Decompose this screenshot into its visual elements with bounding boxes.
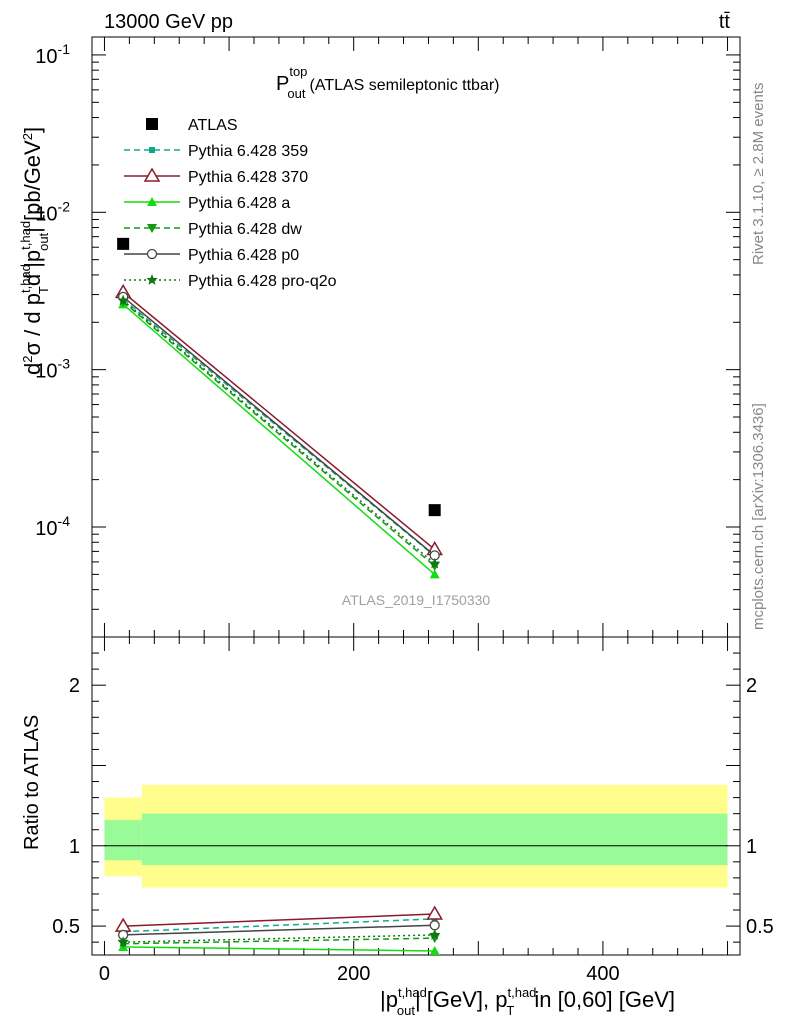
legend-entry-1: Pythia 6.428 359 (124, 143, 308, 160)
main-point-6-1 (429, 557, 441, 569)
chart-title: Ptop out (ATLAS semileptonic ttbar) (276, 64, 500, 101)
ratio-point-5-0 (117, 936, 129, 947)
mcplots-note: mcplots.cern.ch [arXiv:1306.3436] (750, 403, 767, 630)
main-point-6-0 (117, 294, 129, 306)
legend-label-3: Pythia 6.428 a (188, 195, 290, 212)
ratio-ytick-label-left-0: 0.5 (52, 916, 80, 938)
legend-marker-5 (146, 248, 158, 260)
main-series-line-4 (122, 301, 436, 567)
main-series-line-1 (122, 298, 436, 557)
ratio-series-0 (120, 915, 438, 935)
ratio-ytick-label-right-0: 0.5 (746, 916, 774, 938)
main-series-line-3 (122, 303, 436, 575)
ratio-ytick-label-left-1: 1 (69, 836, 80, 858)
xtick-label-2: 400 (586, 963, 619, 985)
header-left: 13000 GeV pp (104, 11, 233, 33)
legend-label-2: Pythia 6.428 370 (188, 169, 308, 186)
main-series-0 (117, 237, 441, 517)
ratio-series-5 (117, 928, 441, 947)
legend-entry-2: Pythia 6.428 370 (124, 167, 308, 186)
text-layer: 13000 GeV pp tt̄ Rivet 3.1.10, ≥ 2.8M ev… (18, 11, 774, 1018)
ratio-point-1-0 (114, 917, 132, 932)
legend-label-6: Pythia 6.428 pro-q2o (188, 273, 337, 290)
band-green-1 (141, 813, 728, 866)
ratio-series-3 (118, 934, 440, 949)
legend-entry-3: Pythia 6.428 a (124, 195, 290, 212)
main-series-line-2 (122, 291, 436, 551)
main-series-line-5 (122, 296, 436, 556)
xtick-label-0: 0 (99, 963, 110, 985)
ratio-series-line-1 (123, 913, 435, 927)
legend-marker-3 (147, 197, 157, 206)
ratio-ytick-label-right-2: 2 (746, 675, 757, 697)
main-series-3 (118, 299, 440, 579)
main-series-5 (118, 291, 440, 561)
ratio-series-line-2 (123, 946, 435, 952)
ratio-y-label: Ratio to ATLAS (21, 715, 43, 850)
analysis-watermark: ATLAS_2019_I1750330 (342, 592, 491, 608)
ratio-point-2-1 (429, 945, 440, 955)
ratio-series-line-0 (123, 918, 435, 933)
ratio-series-line-5 (123, 934, 435, 943)
uncertainty-bands (104, 784, 728, 888)
header-right: tt̄ (719, 11, 731, 33)
main-ytick-label-3: 10-1 (35, 41, 70, 68)
legend-entry-0: ATLAS (146, 117, 238, 134)
legend-label-0: ATLAS (188, 117, 238, 134)
series-layer (114, 237, 443, 955)
plot-frames (91, 36, 741, 956)
main-series-1 (120, 296, 438, 559)
main-series-4 (118, 297, 440, 572)
rivet-note: Rivet 3.1.10, ≥ 2.8M events (750, 83, 767, 266)
legend: ATLAS Pythia 6.428 359 Pythia 6.428 370 Pyt… (124, 117, 337, 290)
xtick-label-1: 200 (337, 963, 370, 985)
main-y-label: d2σ / d pt,had Td |pt,had out| [pb/GeV2] (18, 127, 51, 375)
legend-label-4: Pythia 6.428 dw (188, 221, 302, 238)
main-series-line-6 (122, 299, 436, 565)
main-series-6 (117, 294, 441, 569)
ratio-point-5-1 (429, 928, 441, 940)
ratio-frame (91, 636, 741, 956)
main-ytick-label-1: 10-3 (35, 356, 70, 383)
legend-label-5: Pythia 6.428 p0 (188, 247, 299, 264)
legend-entry-4: Pythia 6.428 dw (124, 221, 302, 238)
ratio-ytick-label-left-2: 2 (69, 675, 80, 697)
main-series-2 (114, 283, 443, 556)
main-point-3-1 (429, 569, 440, 579)
main-ytick-label-0: 10-4 (35, 513, 70, 540)
ratio-ytick-label-right-1: 1 (746, 836, 757, 858)
ratio-series-line-3 (123, 937, 435, 945)
legend-marker-1 (149, 147, 155, 153)
ratio-series-line-4 (123, 924, 435, 936)
ratio-point-4-1 (429, 920, 440, 931)
legend-label-1: Pythia 6.428 359 (188, 143, 308, 160)
legend-entry-6: Pythia 6.428 pro-q2o (124, 273, 337, 290)
legend-marker-6 (146, 274, 158, 285)
main-point-0-1 (428, 504, 441, 517)
band-green-0 (104, 820, 142, 861)
legend-marker-0 (146, 118, 158, 130)
ratio-series-1 (114, 905, 443, 932)
ratio-point-1-1 (426, 905, 443, 920)
legend-entry-5: Pythia 6.428 p0 (124, 247, 299, 264)
legend-marker-4 (147, 224, 157, 233)
main-point-0-0 (117, 237, 130, 250)
legend-marker-2 (143, 167, 161, 182)
